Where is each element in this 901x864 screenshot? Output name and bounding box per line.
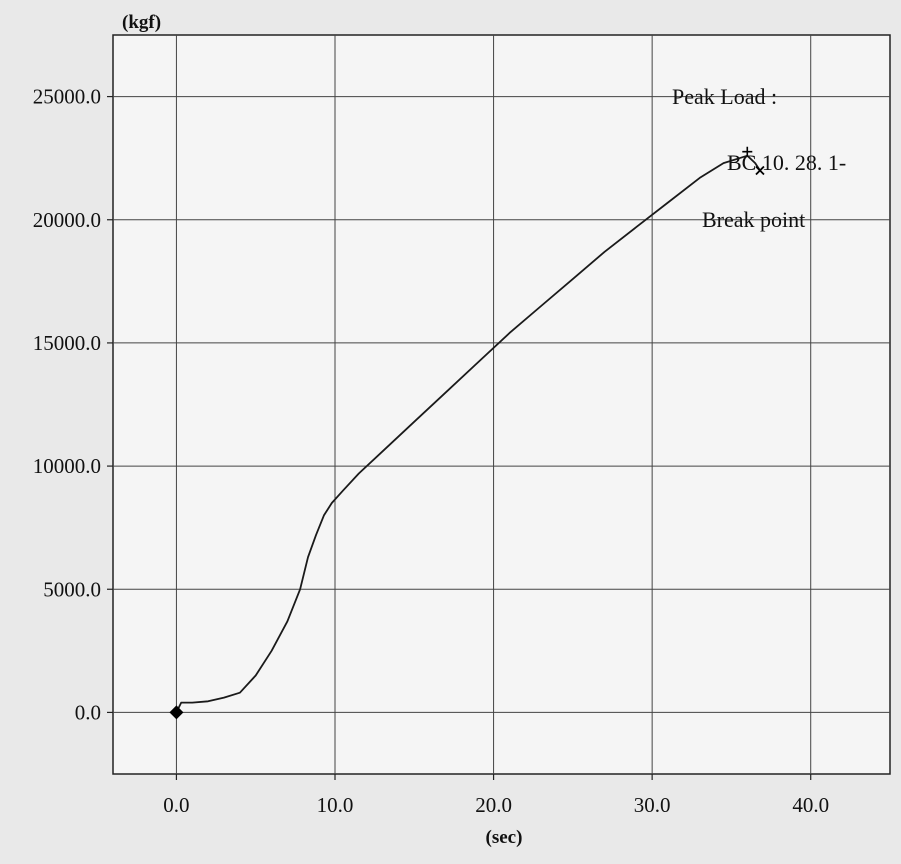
y-tick-label: 5000.0 [43,577,101,601]
y-tick-label: 15000.0 [33,331,101,355]
x-tick-label: 30.0 [634,793,671,817]
y-tick-label: 10000.0 [33,454,101,478]
load-curve-line [175,154,761,713]
x-tick-label: 0.0 [163,793,189,817]
plot-area [112,34,891,775]
sample-id-annotation: BC 10. 28. 1- [727,150,846,175]
y-tick-label: 20000.0 [33,208,101,232]
y-axis-unit-label: (kgf) [122,12,161,33]
x-tick-label: 40.0 [792,793,829,817]
break-point-marker [755,165,765,176]
peak-marker [742,146,753,157]
y-tick-label: 25000.0 [33,85,101,109]
peak-load-annotation: Peak Load : [672,84,777,109]
origin-marker [169,705,184,720]
x-axis-unit-label: (sec) [486,827,523,848]
y-tick-label: 0.0 [75,700,101,724]
x-tick-label: 10.0 [317,793,354,817]
x-tick-label: 20.0 [475,793,512,817]
break-point-annotation: Break point [702,207,805,232]
